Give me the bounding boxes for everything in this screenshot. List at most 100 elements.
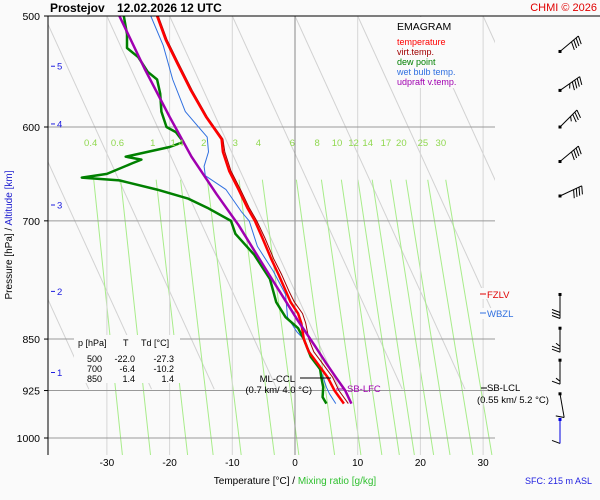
mixing-ratio-label: 2: [201, 138, 206, 149]
mixing-ratio-line: [120, 179, 151, 455]
legend-title: EMAGRAM: [397, 21, 451, 33]
wind-barb-flag: [551, 309, 561, 313]
wind-barb-flag: [576, 109, 581, 119]
legend-item-temperature: temperature: [397, 37, 446, 47]
mixing-ratio-line: [155, 179, 189, 455]
wind-barb-flag: [551, 345, 561, 350]
mixing-ratio-label: 8: [315, 138, 320, 149]
svg-text:Pressure [hPa] / Altitude [k: Pressure [hPa] / Altitude [km]: [4, 170, 15, 299]
wind-barb-flag: [570, 116, 572, 122]
series-udpraft-v-temp: [118, 16, 353, 405]
mixing-ratio-line: [427, 179, 474, 455]
legend: EMAGRAM temperature virt.temp. dew point…: [393, 17, 478, 88]
wind-barb-flag: [581, 185, 583, 195]
table-row: 700 -6.4 -10.2: [87, 364, 174, 374]
wind-barb: [558, 35, 582, 53]
dry-adiabat-line: [48, 160, 152, 390]
altitude-tick-label: 4: [57, 119, 62, 130]
values-table: p [hPa] T Td [°C] 500 -22.0 -27.3 700 -6…: [74, 335, 180, 384]
wind-barb-flag: [555, 342, 561, 347]
mixing-ratio-label: 12: [348, 138, 359, 149]
wind-barb-flag: [574, 79, 578, 89]
wind-barb-flag: [575, 147, 580, 157]
x-axis-title-mixing-ratio: Mixing ratio [g/kg]: [298, 476, 377, 487]
dry-adiabat-line: [48, 23, 215, 390]
x-axis-title: Temperature [°C] / Mixing ratio [g/kg]: [214, 476, 377, 487]
ml-ccl-label: ML-CCL: [260, 374, 295, 385]
mixing-ratio-label: 17: [381, 138, 392, 149]
wind-barb: [558, 76, 583, 92]
wind-barb-staff: [559, 109, 578, 128]
wind-barb: [551, 417, 562, 444]
legend-item-updraft: udpraft v.temp.: [397, 77, 456, 87]
dry-adiabat-line: [546, 16, 600, 389]
y-tick-label: 925: [22, 386, 40, 398]
sb-lfc-label: SB-LFC: [347, 384, 381, 395]
legend-item-dew-point: dew point: [397, 57, 436, 67]
mixing-ratio-line: [238, 179, 275, 455]
mixing-ratio-label: 30: [436, 138, 447, 149]
altitude-tick-label: 2: [57, 287, 62, 298]
table-cell: -27.3: [153, 354, 174, 364]
y-axis-title-altitude: Altitude [km]: [4, 170, 15, 225]
wind-barb-flag: [555, 377, 561, 382]
x-axis-title-temperature: Temperature [°C]: [214, 476, 290, 487]
x-tick-label: -10: [225, 458, 240, 469]
mixing-ratio-label: 0.4: [84, 138, 97, 149]
x-tick-label: -20: [162, 458, 177, 469]
y-tick-label: 500: [22, 11, 40, 23]
dry-adiabat-line: [231, 16, 403, 390]
sb-lcl-annotation: SB-LCL (0.55 km/ 5.2 °C): [477, 383, 549, 406]
wind-barb: [551, 358, 562, 385]
wind-barb-flag: [577, 145, 582, 155]
x-tick-label: 0: [292, 458, 298, 469]
wind-barb: [558, 185, 583, 199]
altitude-tick-label: 3: [57, 200, 62, 211]
x-tick-label: 20: [415, 458, 427, 469]
x-tick-label: 10: [352, 458, 364, 469]
table-cell: -6.4: [119, 364, 135, 374]
mixing-ratio-line: [295, 179, 336, 455]
mixing-ratio-line: [206, 179, 242, 455]
datetime: 12.02.2026 12 UTC: [117, 1, 222, 15]
mixing-ratio-line: [261, 179, 300, 455]
wbzl-label: WBZL: [487, 309, 513, 320]
ml-ccl-detail: (0.7 km/ 4.0 °C): [245, 385, 312, 396]
fzlv-label: FZLV: [487, 290, 510, 301]
mixing-ratio-line: [389, 179, 435, 455]
mixing-ratio-label: 1: [150, 138, 155, 149]
table-cell: 700: [87, 364, 102, 374]
station-name: Prostejov: [50, 1, 105, 15]
altitude-tick-label: 1: [57, 368, 62, 379]
mixing-ratio-line: [445, 179, 493, 455]
wind-barb: [551, 292, 562, 319]
wind-barb-flag: [551, 312, 561, 316]
wind-barb-flag: [551, 380, 561, 385]
wind-barb-flag: [574, 111, 579, 121]
wind-barb-flag: [571, 81, 575, 91]
wind-barb: [555, 392, 565, 418]
dry-adiabat-line: [106, 16, 278, 390]
mixing-ratio-line: [180, 179, 214, 455]
y-tick-label: 700: [22, 216, 40, 228]
dry-adiabat-line: [482, 16, 495, 44]
dry-adiabat-line: [357, 16, 495, 319]
fzlv-annotation: FZLV: [480, 288, 516, 301]
wind-barb-flag: [578, 187, 581, 196]
y-tick-label: 1000: [17, 433, 41, 445]
wind-barb-flag: [571, 151, 575, 161]
ml-ccl-annotation: ML-CCL (0.7 km/ 4.0 °C): [245, 374, 331, 396]
wind-barb-staff: [559, 145, 579, 162]
wind-barb-flag: [573, 39, 578, 49]
series-temperature: [155, 16, 345, 405]
wind-barb-flag: [577, 35, 582, 45]
mixing-ratio-label: 1.4: [170, 138, 183, 149]
mixing-ratio-label: 10: [332, 138, 343, 149]
mixing-ratio-line: [405, 179, 451, 455]
mixing-ratio-line: [357, 179, 400, 455]
sb-lfc-annotation: SB-LFC: [336, 384, 381, 395]
wind-barb-flag: [571, 41, 575, 51]
y-tick-label: 850: [22, 334, 40, 346]
mixing-ratio-label: 25: [418, 138, 429, 149]
mixing-ratio-line: [93, 179, 123, 455]
